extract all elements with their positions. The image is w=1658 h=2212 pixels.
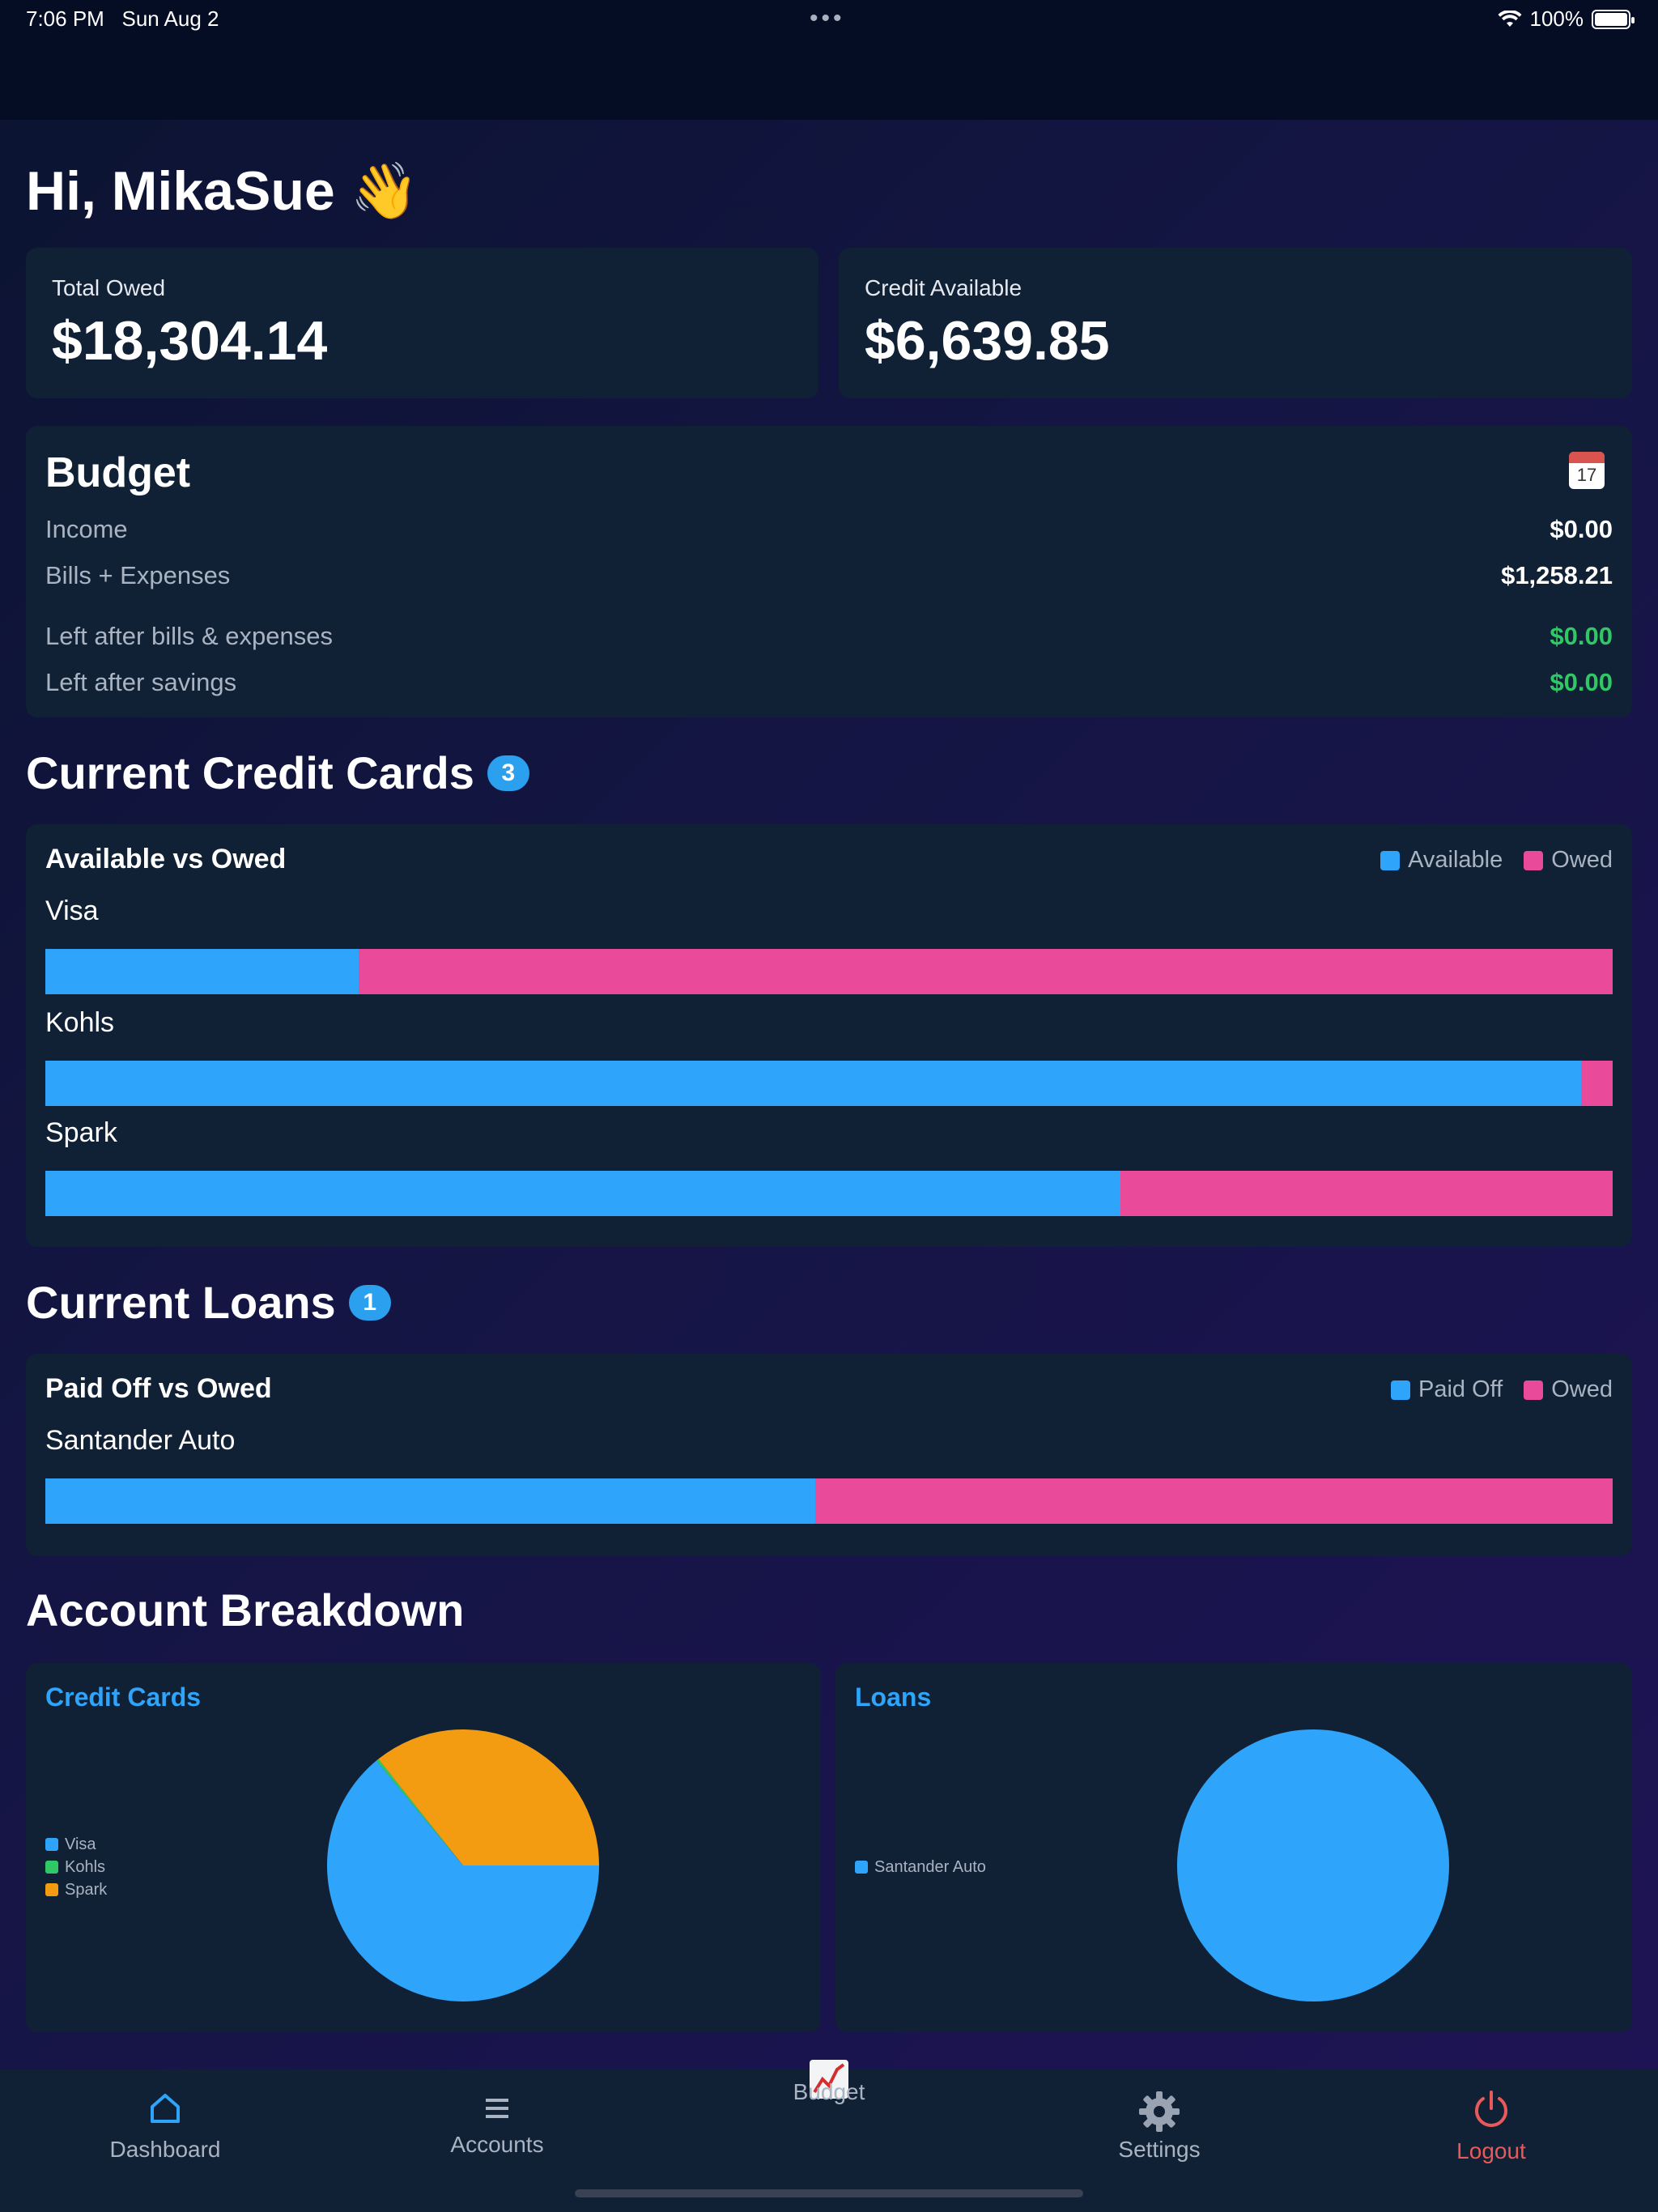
tab-accounts[interactable]: Accounts: [392, 2091, 602, 2158]
tab-settings[interactable]: Settings: [1054, 2089, 1265, 2163]
loans-legend: Paid Off Owed: [1390, 1376, 1613, 1403]
pie-legend-item-santander: Santander Auto: [855, 1856, 986, 1878]
pie-slice-santander-auto: [1177, 1729, 1449, 2001]
tab-budget[interactable]: Budget: [724, 2058, 934, 2105]
bar-visa-available: [45, 949, 359, 994]
gear-icon: [1139, 2091, 1180, 2132]
pie-legend-item-spark: Spark: [45, 1878, 107, 1901]
tab-logout[interactable]: Logout: [1386, 2089, 1596, 2164]
bar-santander-owed: [814, 1478, 1613, 1524]
status-time: 7:06 PM Sun Aug 2: [26, 6, 219, 31]
bar-label-santander: Santander Auto: [45, 1425, 236, 1456]
bar-kohls-owed: [1581, 1061, 1613, 1106]
credit-cards-chart-title: Available vs Owed: [45, 844, 287, 874]
tab-dashboard[interactable]: Dashboard: [60, 2091, 270, 2163]
budget-row-left-after-bills: Left after bills & expenses $0.00: [45, 622, 1613, 650]
bar-spark-owed: [1120, 1171, 1613, 1216]
home-indicator[interactable]: [575, 2189, 1083, 2197]
wifi-icon: [1498, 10, 1521, 27]
loans-pie-title: Loans: [855, 1682, 932, 1712]
bar-visa[interactable]: [45, 949, 1613, 994]
bar-kohls[interactable]: [45, 1061, 1613, 1106]
credit-cards-pie-title: Credit Cards: [45, 1682, 202, 1712]
loans-section-title: Current Loans 1: [26, 1276, 391, 1329]
bar-label-visa: Visa: [45, 895, 99, 926]
loans-chart-card: Paid Off vs Owed Paid Off Owed Santander…: [26, 1354, 1632, 1556]
bar-kohls-available: [45, 1061, 1582, 1106]
calendar-icon[interactable]: 17: [1569, 452, 1605, 489]
credit-cards-chart-card: Available vs Owed Available Owed Visa Ko…: [26, 824, 1632, 1247]
budget-row-income: Income $0.00: [45, 515, 1613, 543]
bar-santander[interactable]: [45, 1478, 1613, 1524]
total-owed-label: Total Owed: [52, 275, 166, 300]
tab-bar: Dashboard Accounts Budget: [0, 2060, 1658, 2212]
credit-available-label: Credit Available: [865, 275, 1022, 300]
pie-legend-item-visa: Visa: [45, 1833, 107, 1856]
credit-available-card: Credit Available $6,639.85: [839, 248, 1632, 398]
credit-cards-section-title: Current Credit Cards 3: [26, 747, 529, 799]
bar-label-spark: Spark: [45, 1117, 117, 1148]
bar-visa-owed: [359, 949, 1613, 994]
breakdown-section-title: Account Breakdown: [26, 1585, 465, 1636]
home-icon: [151, 2094, 180, 2123]
loans-pie-card: Loans Santander Auto: [835, 1663, 1632, 2032]
battery-icon: [1592, 9, 1635, 29]
pie-slice-kohls: [376, 1759, 463, 1865]
total-owed-value: $18,304.14: [52, 310, 328, 372]
status-bar: 7:06 PM Sun Aug 2 ••• 100%: [0, 0, 1658, 120]
credit-cards-pie-chart: [327, 1729, 599, 2001]
credit-cards-pie-card: Credit Cards Visa Kohls Spark: [26, 1663, 821, 2032]
status-right: 100%: [1498, 6, 1635, 32]
credit-cards-legend: Available Owed: [1380, 847, 1613, 874]
credit-available-value: $6,639.85: [865, 310, 1110, 372]
budget-row-bills: Bills + Expenses $1,258.21: [45, 561, 1613, 589]
bar-spark[interactable]: [45, 1171, 1613, 1216]
loans-pie-legend: Santander Auto: [855, 1856, 986, 1878]
bar-label-kohls: Kohls: [45, 1007, 115, 1038]
budget-title: Budget: [45, 449, 191, 496]
loans-pie-chart: [1177, 1729, 1449, 2001]
power-icon: [1475, 2091, 1507, 2127]
pie-slice-visa: [327, 1760, 599, 2001]
multitasking-dots-icon[interactable]: •••: [810, 5, 845, 32]
chart-icon: [810, 2060, 848, 2099]
credit-cards-pie-legend: Visa Kohls Spark: [45, 1833, 107, 1901]
loans-count-badge: 1: [348, 1284, 391, 1321]
pie-slice-spark: [378, 1729, 599, 1865]
bar-spark-available: [45, 1171, 1121, 1216]
budget-card[interactable]: Budget 17 Income $0.00 Bills + Expenses $1…: [26, 426, 1632, 717]
total-owed-card: Total Owed $18,304.14: [26, 248, 818, 398]
bar-santander-paid: [45, 1478, 815, 1524]
budget-row-left-after-savings: Left after savings $0.00: [45, 668, 1613, 696]
battery-percent: 100%: [1529, 6, 1584, 31]
credit-cards-count-badge: 3: [487, 755, 529, 791]
list-icon: [486, 2099, 508, 2118]
loans-chart-title: Paid Off vs Owed: [45, 1373, 272, 1404]
pie-legend-item-kohls: Kohls: [45, 1856, 107, 1878]
greeting-title: Hi, MikaSue 👋: [26, 160, 419, 222]
